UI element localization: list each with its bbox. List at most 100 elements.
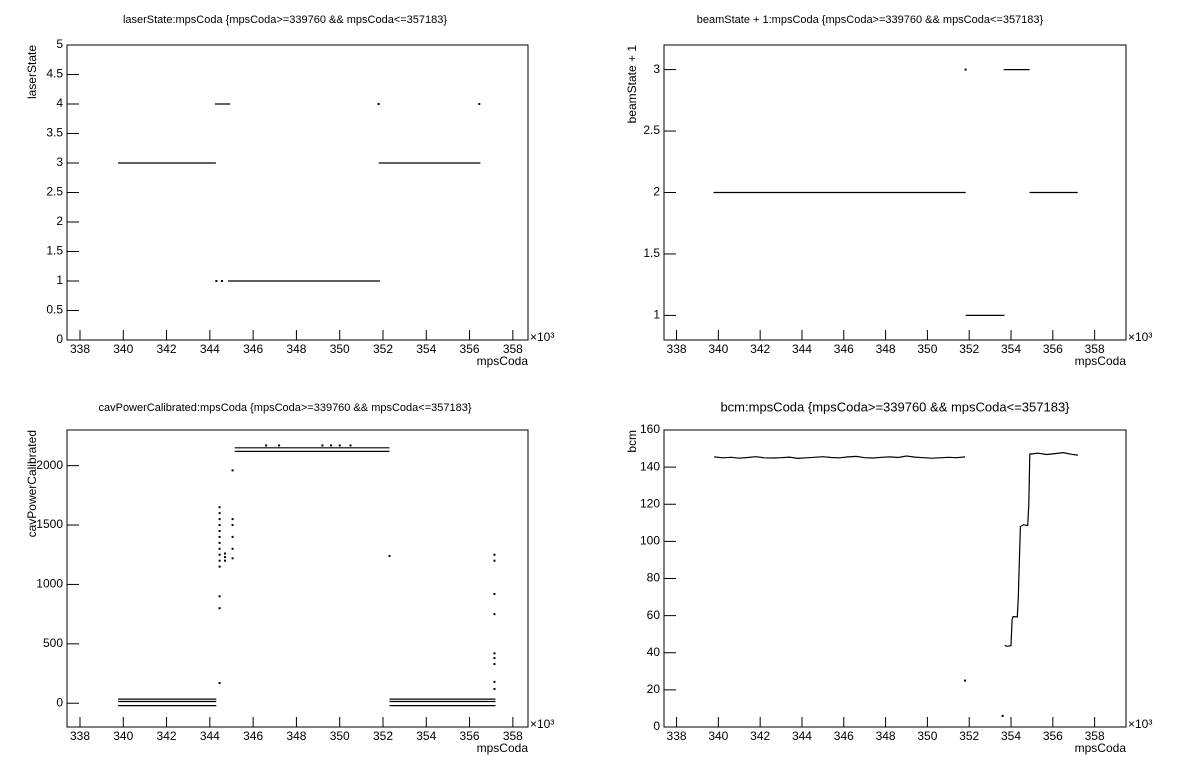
data-point [265, 444, 268, 447]
x-tick-label: 350 [330, 342, 350, 356]
x-tick-label: 348 [286, 729, 306, 743]
y-tick-label: 1.5 [643, 246, 660, 260]
data-point [377, 103, 380, 105]
x-tick-label: 358 [503, 729, 523, 743]
y-tick-label: 0.5 [46, 303, 63, 317]
y-tick-label: 140 [640, 459, 660, 473]
data-point [231, 524, 234, 527]
data-point [231, 535, 234, 538]
data-point [218, 595, 221, 598]
x-tick-label: 338 [667, 729, 687, 743]
x-tick-label: 352 [373, 342, 393, 356]
x-tick-label: 356 [460, 342, 480, 356]
y-tick-label: 4.5 [46, 67, 63, 81]
x-tick-label: 344 [200, 729, 220, 743]
y-tick-label: 2.5 [46, 185, 63, 199]
y-tick-label: 3 [56, 155, 63, 169]
x-multiplier: ×10³ [530, 717, 554, 731]
x-axis-title: mpsCoda [477, 354, 529, 368]
x-tick-label: 358 [1085, 342, 1105, 356]
data-point [223, 559, 226, 562]
x-tick-label: 346 [243, 342, 263, 356]
data-point [218, 506, 221, 509]
chart-title: bcm:mpsCoda {mpsCoda>=339760 && mpsCoda<… [720, 399, 1070, 414]
x-tick-label: 346 [834, 729, 854, 743]
x-tick-label: 340 [113, 729, 133, 743]
data-point [231, 547, 234, 550]
x-tick-label: 340 [708, 729, 728, 743]
y-tick-label: 1500 [36, 517, 63, 531]
y-tick-label: 2 [653, 185, 660, 199]
x-tick-label: 346 [834, 342, 854, 356]
x-tick-label: 348 [286, 342, 306, 356]
y-tick-label: 20 [647, 682, 661, 696]
plot-frame [66, 429, 529, 728]
data-point [218, 535, 221, 538]
x-tick-label: 344 [792, 729, 812, 743]
x-tick-label: 354 [1001, 729, 1021, 743]
y-tick-label: 1 [653, 308, 660, 322]
x-tick-label: 352 [959, 342, 979, 356]
data-point [218, 547, 221, 550]
x-tick-label: 340 [708, 342, 728, 356]
x-tick-label: 356 [460, 729, 480, 743]
y-tick-label: 5 [56, 37, 63, 51]
data-line [714, 451, 1078, 647]
data-line [713, 69, 1078, 316]
data-point [218, 512, 221, 515]
x-tick-label: 342 [750, 342, 770, 356]
y-tick-label: 2000 [36, 458, 63, 472]
x-tick-label: 350 [917, 342, 937, 356]
data-line [118, 103, 481, 282]
data-point [964, 68, 967, 71]
plot-frame [66, 44, 529, 341]
data-point [493, 553, 496, 556]
x-tick-label: 344 [200, 342, 220, 356]
x-tick-label: 344 [792, 342, 812, 356]
chart-title: beamState + 1:mpsCoda {mpsCoda>=339760 &… [697, 14, 1044, 26]
data-point [493, 613, 496, 616]
y-tick-label: 0 [653, 719, 660, 733]
data-point [220, 280, 223, 282]
data-point [218, 518, 221, 521]
data-point [218, 559, 221, 562]
y-tick-label: 2 [56, 214, 63, 228]
x-multiplier: ×10³ [1128, 330, 1152, 344]
y-tick-label: 3.5 [46, 126, 63, 140]
data-point [493, 680, 496, 683]
data-point [964, 679, 967, 682]
x-tick-label: 342 [750, 729, 770, 743]
y-tick-label: 100 [640, 534, 660, 548]
y-tick-label: 60 [647, 608, 661, 622]
y-axis-title: beamState + 1 [625, 45, 639, 124]
data-point [223, 552, 226, 555]
data-point [493, 559, 496, 562]
data-point [218, 565, 221, 568]
data-point [278, 444, 281, 447]
x-tick-label: 348 [876, 342, 896, 356]
x-tick-label: 356 [1043, 729, 1063, 743]
data-point [231, 469, 234, 472]
data-point [218, 524, 221, 527]
plot-frame [663, 429, 1127, 728]
data-point [218, 682, 221, 685]
data-point [223, 556, 226, 559]
y-tick-label: 0 [56, 332, 63, 346]
x-tick-label: 338 [70, 342, 90, 356]
data-point [493, 592, 496, 595]
data-point [321, 444, 324, 447]
data-point [493, 652, 496, 655]
y-tick-label: 80 [647, 571, 661, 585]
data-point [215, 280, 218, 282]
data-point [349, 444, 352, 447]
x-tick-label: 342 [157, 342, 177, 356]
x-tick-label: 348 [876, 729, 896, 743]
data-point [218, 607, 221, 610]
y-tick-label: 160 [640, 422, 660, 436]
data-point [493, 687, 496, 690]
y-tick-label: 1.5 [46, 244, 63, 258]
data-point [478, 103, 481, 105]
y-tick-label: 1000 [36, 577, 63, 591]
